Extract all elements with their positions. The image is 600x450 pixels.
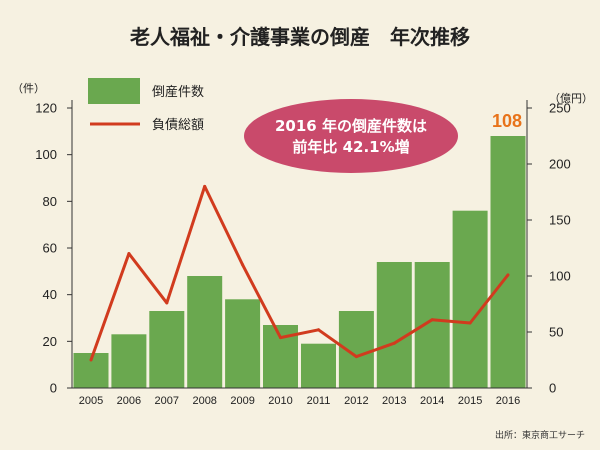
chart-title: 老人福祉・介護事業の倒産 年次推移: [130, 25, 470, 49]
left-tick-label: 120: [35, 101, 57, 116]
bar-2008: [187, 276, 223, 388]
callout: 2016 年の倒産件数は 前年比 42.1%増: [244, 99, 458, 173]
callout-line-1: 2016 年の倒産件数は: [275, 117, 427, 135]
right-tick-label: 250: [549, 101, 571, 116]
x-tick-label: 2009: [230, 395, 254, 407]
x-tick-label: 2007: [155, 395, 179, 407]
right-tick-label: 50: [549, 325, 563, 340]
left-tick-label: 60: [43, 241, 57, 256]
debt-point-2009: [241, 263, 245, 267]
right-tick-label: 100: [549, 269, 571, 284]
x-tick-label: 2015: [458, 395, 482, 407]
bar-2011: [301, 343, 336, 388]
x-tick-label: 2016: [496, 395, 520, 407]
debt-point-2005: [89, 358, 93, 362]
x-tick-label: 2005: [79, 395, 103, 407]
debt-point-2015: [468, 321, 472, 325]
axes-layer: [71, 100, 528, 389]
callout-bubble: [244, 99, 458, 173]
right-axis-unit: （億円）: [549, 92, 593, 105]
legend-line-label: 負債総額: [152, 118, 204, 133]
debt-point-2012: [354, 355, 358, 359]
x-tick-label: 2008: [192, 395, 216, 407]
bar-2009: [225, 299, 261, 388]
x-tick-label: 2012: [344, 395, 368, 407]
line-layer: [89, 184, 510, 362]
x-tick-label: 2014: [420, 395, 444, 407]
bar-2016: [490, 136, 526, 388]
callout-line-2: 前年比 42.1%増: [292, 138, 409, 156]
x-tick-label: 2010: [268, 395, 292, 407]
bar-2007: [149, 311, 185, 388]
debt-point-2008: [203, 184, 207, 188]
left-tick-label: 40: [43, 287, 57, 302]
highlight-value-label: 108: [492, 111, 522, 131]
left-tick-label: 80: [43, 194, 57, 209]
debt-point-2016: [506, 273, 510, 277]
debt-point-2007: [165, 301, 169, 305]
debt-point-2010: [279, 336, 282, 340]
right-tick-label: 0: [549, 381, 556, 396]
debt-point-2006: [127, 252, 131, 256]
source-note: 出所：東京商工サーチ: [495, 429, 585, 441]
left-tick-label: 0: [50, 381, 57, 396]
bar-2006: [111, 334, 147, 388]
ticks-layer: 0 20 40 60 80 100 120 0 50 100 150 200 250 2005 2006 20…: [35, 101, 570, 408]
bars-layer: [73, 136, 526, 388]
legend: 倒産件数 負債総額: [88, 78, 204, 133]
legend-bar-swatch: [88, 78, 140, 104]
x-tick-label: 2006: [117, 395, 141, 407]
debt-point-2014: [430, 318, 434, 322]
left-tick-label: 20: [43, 334, 57, 349]
legend-bar-label: 倒産件数: [152, 84, 204, 100]
right-tick-label: 150: [549, 213, 571, 228]
debt-line: [89, 184, 510, 361]
debt-point-2011: [317, 328, 320, 332]
left-axis-unit: （件）: [12, 82, 45, 95]
debt-point-2013: [392, 341, 396, 345]
bar-2013: [376, 262, 412, 388]
right-tick-label: 200: [549, 157, 571, 172]
x-tick-label: 2013: [382, 395, 406, 407]
left-tick-label: 100: [35, 147, 57, 162]
bar-2014: [414, 262, 450, 388]
bar-2015: [452, 210, 488, 388]
x-tick-label: 2011: [307, 395, 331, 407]
